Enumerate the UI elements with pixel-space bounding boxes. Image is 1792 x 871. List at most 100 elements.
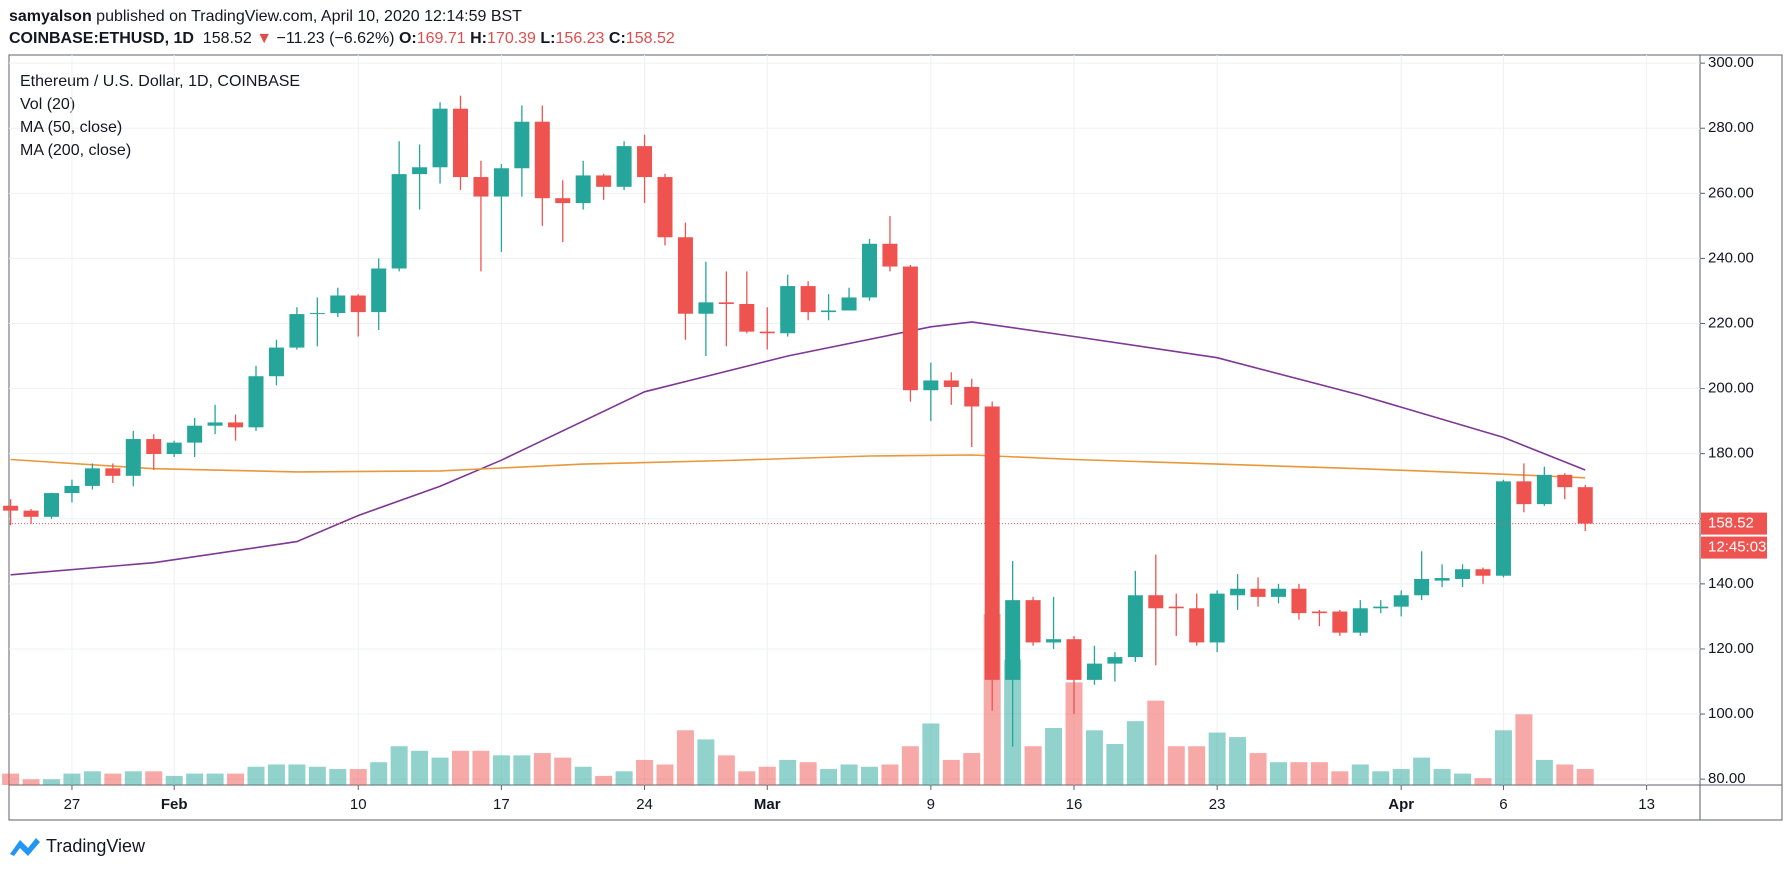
x-tick-label: 10	[350, 796, 367, 813]
volume-bar	[574, 766, 592, 785]
candle-body	[923, 380, 939, 391]
candle-body	[44, 493, 59, 517]
candle-body	[1495, 481, 1511, 576]
high: 170.39	[487, 30, 536, 47]
volume-bar	[656, 764, 674, 785]
x-tick-label: 13	[1638, 796, 1655, 813]
volume-bar	[104, 773, 122, 785]
candle-body	[84, 468, 100, 486]
candle-body	[268, 347, 284, 377]
candle-body	[1332, 611, 1348, 633]
candle-body	[412, 167, 428, 175]
x-tick-label: 6	[1499, 796, 1507, 813]
header: samyalson published on TradingView.com, …	[9, 6, 675, 50]
volume-bar	[22, 779, 40, 785]
volume-bar	[390, 746, 408, 785]
volume-bar	[615, 771, 633, 785]
candle-body	[1536, 474, 1552, 505]
o-label: O:	[398, 30, 417, 47]
candle-body	[718, 302, 734, 304]
candle-body	[289, 314, 305, 348]
volume-bar	[861, 766, 878, 785]
volume-bar	[717, 755, 735, 785]
y-tick-label: 280.00	[1708, 119, 1754, 136]
y-tick-label: 100.00	[1708, 705, 1754, 722]
candle-body	[1250, 588, 1266, 597]
candle-body	[841, 297, 857, 311]
candle-body	[514, 121, 530, 169]
volume-bar	[1065, 682, 1083, 785]
volume-bar	[1556, 764, 1574, 785]
logo	[10, 838, 40, 856]
volume-bar	[554, 757, 572, 785]
x-tick-label: Mar	[754, 796, 781, 813]
x-tick-label: 17	[493, 796, 510, 813]
volume-bar	[1413, 757, 1431, 785]
candle-body	[1086, 663, 1102, 680]
candle-body	[534, 121, 550, 199]
volume-bar	[308, 766, 326, 785]
volume-bar	[758, 766, 776, 785]
volume-bar	[1392, 769, 1410, 785]
candle-body	[1209, 593, 1225, 643]
volume-bar	[83, 771, 101, 785]
volume-bar	[922, 723, 940, 785]
candle-body	[800, 286, 816, 313]
candle-body	[432, 108, 448, 168]
volume-bar	[840, 764, 858, 785]
x-tick-label: Apr	[1388, 796, 1414, 813]
candle-body	[1168, 606, 1184, 609]
volume-bar	[1167, 746, 1185, 785]
candle-body	[596, 175, 612, 187]
volume-bar	[492, 755, 510, 785]
candle-body	[862, 243, 877, 298]
y-tick-label: 80.00	[1708, 770, 1746, 787]
change: −11.23 (−6.62%)	[276, 30, 395, 47]
legend-entry: MA (200, close)	[20, 142, 131, 159]
moving-average	[10, 321, 1586, 576]
candle-body	[1046, 639, 1062, 643]
x-tick-label: 24	[636, 796, 653, 813]
candle-body	[23, 510, 39, 517]
symbol: COINBASE:ETHUSD, 1D	[9, 30, 194, 47]
countdown-box	[1701, 536, 1767, 559]
candle-body	[1066, 639, 1082, 680]
volume-bar	[595, 775, 613, 785]
candle-body	[1557, 474, 1573, 488]
candle-body	[350, 295, 366, 313]
volume-bar	[1147, 700, 1165, 785]
volume-bar	[267, 764, 285, 785]
volume-bar	[186, 773, 204, 785]
candle-body	[555, 198, 571, 204]
candle-body	[1455, 569, 1471, 579]
volume-bar	[820, 769, 838, 785]
volume-bar	[63, 773, 81, 785]
y-tick-label: 140.00	[1708, 575, 1754, 592]
candle-body	[309, 313, 325, 315]
volume-bar	[370, 762, 388, 785]
candle-body	[228, 422, 244, 428]
candle-body	[1434, 578, 1450, 581]
candle-body	[902, 266, 918, 391]
volume-bar	[513, 755, 531, 785]
volume-bar	[1106, 743, 1124, 785]
candle-body	[1414, 578, 1430, 596]
candle-body	[1189, 608, 1205, 643]
candle-body	[1373, 606, 1389, 609]
y-tick-label: 300.00	[1708, 54, 1754, 71]
x-tick-label: 23	[1209, 796, 1226, 813]
volume-bar	[738, 771, 756, 785]
volume-bar	[799, 762, 817, 785]
candle-body	[677, 237, 693, 314]
close: 158.52	[625, 30, 675, 47]
y-tick-label: 260.00	[1708, 184, 1754, 201]
candle-body	[371, 268, 387, 313]
volume-bar	[1494, 730, 1512, 785]
x-tick-label: Feb	[161, 796, 188, 813]
candle-body	[473, 177, 489, 197]
candle-body	[1005, 600, 1021, 680]
volume-bar	[1126, 721, 1144, 785]
candle-body	[330, 295, 346, 314]
last-price: 158.52	[202, 30, 252, 47]
